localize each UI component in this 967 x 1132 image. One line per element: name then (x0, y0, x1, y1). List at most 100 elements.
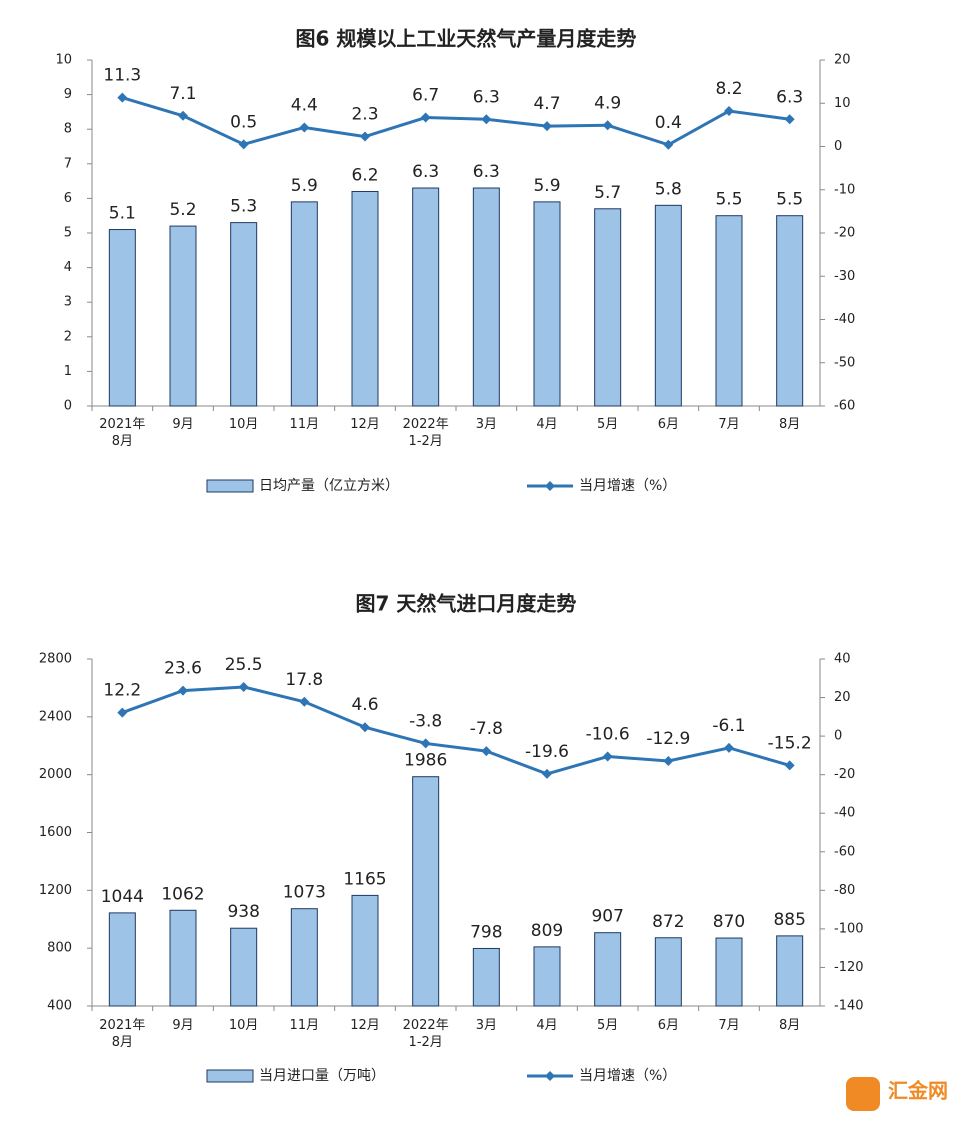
bar (776, 935, 804, 1007)
x-tick-label: 12月 (350, 1018, 380, 1033)
legend-swatch (206, 1069, 254, 1083)
bar-value-label: 938 (227, 902, 259, 922)
line-marker (784, 114, 795, 125)
x-tick-label: 5月 (597, 417, 618, 432)
legend-marker (545, 481, 555, 491)
line-value-label: 0.5 (230, 112, 257, 132)
line-value-label: -19.6 (525, 742, 569, 762)
bar-value-label: 1062 (161, 884, 204, 904)
y2-tick-label: 40 (834, 652, 851, 667)
y2-tick-label: 0 (834, 139, 842, 154)
bar (351, 190, 379, 407)
bar (108, 912, 136, 1007)
x-tick-label: 2022年 1-2月 (403, 1018, 449, 1050)
bar-value-label: 5.7 (594, 183, 621, 203)
y2-tick-label: -60 (834, 844, 855, 859)
x-tick-label: 9月 (172, 1018, 193, 1033)
line-marker (784, 760, 795, 771)
y2-tick-label: 10 (834, 96, 851, 111)
line-marker (299, 122, 310, 133)
x-tick-label: 7月 (718, 417, 739, 432)
bar (230, 222, 258, 407)
x-tick-label: 4月 (536, 1018, 557, 1033)
bar (290, 201, 318, 407)
line-marker (299, 696, 310, 707)
bar-value-label: 1044 (101, 887, 144, 907)
x-tick-label: 3月 (476, 417, 497, 432)
line-value-label: 11.3 (103, 66, 141, 86)
legend-swatch (206, 479, 254, 493)
line-value-label: 0.4 (655, 113, 682, 133)
legend-label: 当月增速（%） (579, 478, 676, 494)
bar-value-label: 6.2 (351, 165, 378, 185)
bar-value-label: 6.3 (412, 162, 439, 182)
y2-tick-label: -50 (834, 355, 855, 370)
bar (533, 946, 561, 1007)
line-value-label: 6.3 (776, 87, 803, 107)
line-value-label: 23.6 (164, 659, 202, 679)
watermark: 汇金网 (888, 1079, 948, 1103)
bar (594, 932, 622, 1007)
x-tick-label: 2022年 1-2月 (403, 417, 449, 449)
legend-label: 日均产量（亿立方米） (259, 478, 399, 494)
y-tick-label: 8 (64, 122, 72, 137)
bar (351, 894, 379, 1007)
line-value-label: 2.3 (351, 105, 378, 125)
line (121, 96, 790, 147)
line-marker (481, 114, 492, 125)
bar (715, 215, 743, 407)
bar (654, 204, 682, 407)
line-value-label: 4.7 (533, 94, 560, 114)
bar (230, 927, 258, 1007)
line-value-label: -6.1 (712, 716, 745, 736)
line-marker (481, 746, 492, 757)
y2-tick-label: 20 (834, 690, 851, 705)
line-value-label: 12.2 (103, 681, 141, 701)
line-value-label: 4.6 (351, 695, 378, 715)
bar-value-label: 5.9 (533, 176, 560, 196)
y-tick-label: 4 (64, 260, 72, 275)
line-value-label: 6.3 (473, 87, 500, 107)
y2-tick-label: -140 (834, 999, 864, 1014)
x-tick-label: 9月 (172, 417, 193, 432)
line-value-label: 4.4 (291, 95, 318, 115)
x-tick-label: 12月 (350, 417, 380, 432)
bar-value-label: 809 (531, 921, 563, 941)
line-value-label: -3.8 (409, 711, 442, 731)
y-tick-label: 9 (64, 87, 72, 102)
y-tick-label: 1 (64, 364, 72, 379)
y-tick-label: 2800 (39, 652, 72, 667)
line (121, 685, 791, 776)
bar (412, 187, 440, 407)
bar (654, 937, 682, 1007)
bar (533, 201, 561, 407)
y2-tick-label: -20 (834, 226, 855, 241)
y-tick-label: 2 (64, 329, 72, 344)
legend-label: 当月增速（%） (579, 1068, 676, 1084)
bar (472, 187, 500, 407)
line-value-label: -12.9 (646, 729, 690, 749)
x-tick-label: 6月 (658, 1018, 679, 1033)
bar (169, 225, 197, 407)
line-marker (542, 768, 552, 779)
x-tick-label: 7月 (718, 1018, 739, 1033)
line-value-label: -10.6 (586, 725, 630, 745)
line-marker (542, 121, 552, 132)
y-tick-label: 2000 (39, 767, 72, 782)
y2-tick-label: 0 (834, 729, 842, 744)
bar-value-label: 885 (773, 910, 805, 930)
chart-title: 图6 规模以上工业天然气产量月度走势 (296, 27, 637, 51)
line-marker (724, 106, 734, 117)
y2-tick-label: -80 (834, 883, 855, 898)
y2-tick-label: -60 (834, 399, 855, 414)
y2-tick-label: 20 (834, 53, 851, 68)
bar-value-label: 5.1 (109, 204, 136, 224)
line-value-label: 17.8 (285, 670, 323, 690)
chart-title: 图7 天然气进口月度走势 (356, 592, 577, 616)
y2-tick-label: -10 (834, 182, 855, 197)
y2-tick-label: -120 (834, 960, 864, 975)
bar (472, 947, 500, 1007)
line-value-label: 7.1 (169, 84, 196, 104)
y2-tick-label: -40 (834, 806, 855, 821)
y-tick-label: 800 (47, 941, 72, 956)
